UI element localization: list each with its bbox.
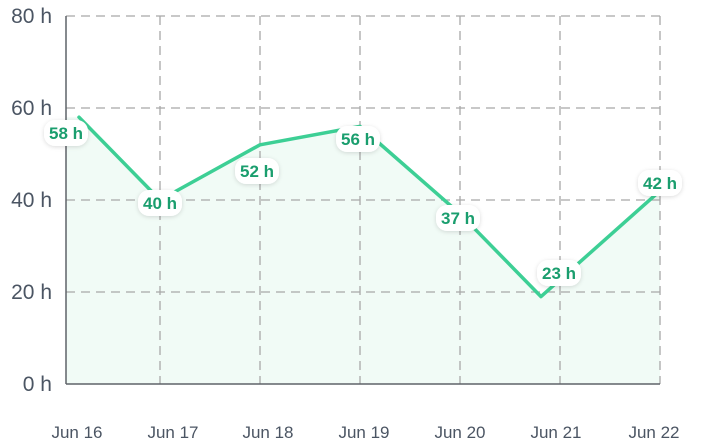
y-tick-label: 60 h xyxy=(11,97,52,120)
data-label-text: 40 h xyxy=(143,194,177,213)
area-fill xyxy=(66,117,660,384)
tick-labels: 0 h 20 h 40 h 60 h 80 h Jun 16 Jun 17 Jun 18 Jun… xyxy=(11,5,679,442)
x-tick-label: Jun 19 xyxy=(338,423,389,442)
data-label-text: 23 h xyxy=(542,264,576,283)
data-label-box xyxy=(138,190,182,216)
y-tick-label: 0 h xyxy=(23,373,52,396)
data-label-box xyxy=(44,120,88,146)
data-label-text: 52 h xyxy=(240,162,274,181)
data-label: 58 h xyxy=(44,120,88,146)
axes xyxy=(65,16,660,385)
y-tick-label: 20 h xyxy=(11,281,52,304)
data-label: 42 h xyxy=(638,170,682,196)
data-label-box xyxy=(537,260,581,286)
data-label-text: 37 h xyxy=(441,209,475,228)
data-label: 37 h xyxy=(436,205,480,231)
data-label-text: 42 h xyxy=(643,174,677,193)
data-label-text: 58 h xyxy=(49,124,83,143)
data-label: 23 h xyxy=(537,260,581,286)
data-label: 40 h xyxy=(138,190,182,216)
data-label-text: 56 h xyxy=(341,130,375,149)
y-tick-label: 80 h xyxy=(11,5,52,28)
y-tick-label: 40 h xyxy=(11,189,52,212)
x-tick-label: Jun 16 xyxy=(51,423,102,442)
data-label-box xyxy=(336,126,380,152)
data-label: 52 h xyxy=(235,158,279,184)
data-label-box xyxy=(638,170,682,196)
data-label: 56 h xyxy=(336,126,380,152)
data-labels: 58 h 40 h 52 h 56 h 37 h 23 h 42 h xyxy=(44,120,682,286)
x-tick-label: Jun 18 xyxy=(242,423,293,442)
x-tick-label: Jun 22 xyxy=(628,423,679,442)
data-label-box xyxy=(436,205,480,231)
x-tick-label: Jun 21 xyxy=(530,423,581,442)
data-label-box xyxy=(235,158,279,184)
x-tick-label: Jun 17 xyxy=(147,423,198,442)
x-tick-label: Jun 20 xyxy=(434,423,485,442)
